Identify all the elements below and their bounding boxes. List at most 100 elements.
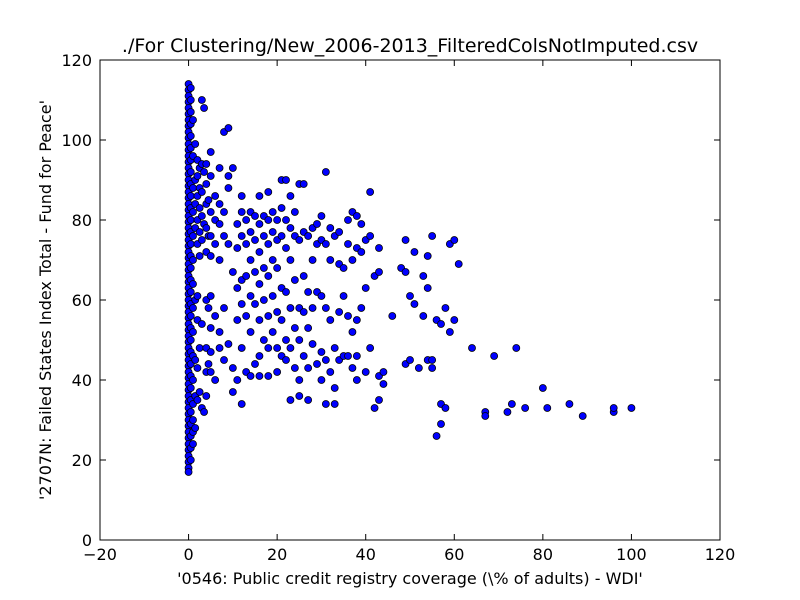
data-point: [348, 328, 357, 336]
data-point: [264, 216, 273, 224]
x-tick-label: 80: [533, 545, 553, 564]
data-point: [193, 292, 202, 300]
data-point: [200, 408, 208, 416]
data-point: [206, 148, 215, 156]
data-point: [251, 300, 259, 308]
data-point: [401, 236, 410, 244]
data-point: [286, 256, 295, 264]
data-point: [189, 116, 197, 124]
data-point: [202, 180, 211, 188]
data-point: [366, 344, 375, 352]
data-point: [290, 208, 299, 216]
data-point: [282, 336, 290, 344]
data-point: [361, 368, 370, 376]
data-point: [282, 176, 290, 184]
data-point: [237, 300, 246, 308]
data-point: [273, 344, 282, 352]
data-point: [344, 216, 352, 224]
data-point: [406, 356, 414, 364]
data-point: [290, 324, 299, 332]
data-point: [193, 364, 202, 372]
data-point: [521, 404, 530, 412]
data-point: [233, 220, 242, 228]
data-point: [326, 368, 335, 376]
data-point: [414, 364, 423, 372]
data-point: [193, 396, 202, 404]
data-point: [401, 268, 410, 276]
data-point: [202, 160, 211, 168]
data-point: [186, 408, 195, 416]
data-point: [578, 412, 587, 420]
data-point: [344, 352, 352, 360]
data-point: [211, 240, 220, 248]
data-point: [195, 252, 204, 260]
data-point: [242, 240, 251, 248]
data-point: [206, 252, 215, 260]
data-point: [375, 396, 383, 404]
data-point: [308, 340, 317, 348]
data-point: [357, 304, 366, 312]
data-point: [335, 228, 344, 236]
data-point: [186, 456, 195, 464]
data-point: [366, 232, 375, 240]
data-point: [204, 360, 213, 368]
data-point: [290, 364, 299, 372]
data-point: [321, 356, 330, 364]
data-point: [268, 328, 277, 336]
data-point: [339, 292, 348, 300]
data-point: [304, 396, 313, 404]
x-tick-label: 120: [705, 545, 736, 564]
data-point: [197, 96, 206, 104]
data-point: [204, 196, 213, 204]
data-point: [609, 404, 618, 412]
data-point: [282, 356, 290, 364]
data-point: [432, 432, 441, 440]
data-point: [326, 224, 335, 232]
data-point: [246, 228, 255, 236]
data-point: [233, 316, 242, 324]
data-point: [357, 220, 366, 228]
data-point: [228, 164, 237, 172]
data-point: [233, 376, 242, 384]
x-tick-labels: −20 0 20 40 60 80 100 120: [83, 545, 735, 564]
x-tick-label: 40: [356, 545, 376, 564]
data-point: [348, 256, 357, 264]
data-point: [184, 468, 193, 476]
data-point: [237, 344, 246, 352]
data-point: [206, 368, 215, 376]
data-point: [507, 400, 516, 408]
data-point: [220, 356, 228, 364]
data-point: [251, 212, 259, 220]
data-point: [186, 108, 195, 116]
data-point: [197, 320, 206, 328]
x-tick-label: 60: [444, 545, 464, 564]
data-point: [195, 228, 204, 236]
data-point: [503, 408, 512, 416]
data-point: [191, 356, 200, 364]
data-point: [215, 220, 224, 228]
data-point: [237, 400, 246, 408]
data-point: [206, 232, 215, 240]
data-point: [237, 208, 246, 216]
data-point: [366, 188, 375, 196]
y-axis-label: '2707N: Failed States Index Total - Fund…: [36, 100, 55, 500]
data-point: [242, 272, 251, 280]
data-point: [255, 248, 264, 256]
data-point: [242, 312, 251, 320]
data-point: [215, 256, 224, 264]
data-point: [186, 240, 195, 248]
data-point: [215, 328, 224, 336]
data-point: [259, 232, 268, 240]
x-tick-label: 20: [267, 545, 287, 564]
data-point: [538, 384, 547, 392]
data-point: [441, 304, 450, 312]
data-point: [191, 140, 200, 148]
data-point: [419, 272, 428, 280]
data-point: [282, 288, 290, 296]
data-point: [627, 404, 636, 412]
data-point: [308, 304, 317, 312]
data-point: [206, 208, 215, 216]
data-point: [317, 376, 326, 384]
data-point: [259, 264, 268, 272]
